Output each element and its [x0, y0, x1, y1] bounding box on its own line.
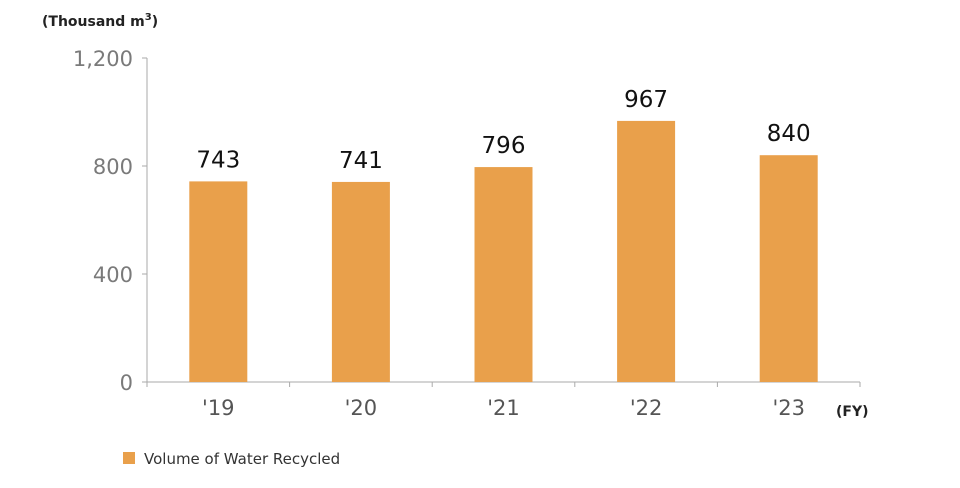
y-unit-text: (Thousand m — [42, 14, 145, 30]
data-label: 741 — [339, 148, 383, 174]
y-unit-superscript: 3 — [145, 12, 152, 23]
bar — [617, 120, 676, 382]
x-tick-label: '23 — [772, 396, 805, 420]
data-label: 796 — [482, 133, 526, 159]
y-tick-label: 800 — [93, 155, 133, 179]
y-unit-label: (Thousand m3) — [42, 12, 158, 30]
bar-series — [189, 120, 818, 382]
legend-swatch — [123, 452, 135, 464]
data-label: 840 — [767, 121, 811, 147]
x-tick-label: '21 — [487, 396, 520, 420]
x-tick-label: '20 — [345, 396, 378, 420]
x-axis: '19 '20 '21 '22 '23 — [146, 381, 861, 420]
y-axis: 0 400 800 1,200 — [73, 47, 148, 395]
legend: Volume of Water Recycled — [123, 450, 340, 468]
x-tick-label: '19 — [202, 396, 235, 420]
data-label: 967 — [624, 87, 668, 113]
bar — [189, 181, 248, 382]
bar — [474, 167, 533, 382]
y-tick-label: 1,200 — [73, 47, 133, 71]
x-unit-label: (FY) — [836, 404, 869, 420]
legend-label: Volume of Water Recycled — [144, 450, 340, 468]
data-labels: 743 741 796 967 840 — [196, 87, 810, 174]
y-unit-close: ) — [152, 14, 158, 30]
bar — [331, 181, 390, 382]
data-label: 743 — [196, 147, 240, 173]
x-tick-label: '22 — [630, 396, 663, 420]
y-tick-label: 400 — [93, 263, 133, 287]
y-tick-label: 0 — [120, 371, 133, 395]
bar — [759, 155, 818, 382]
